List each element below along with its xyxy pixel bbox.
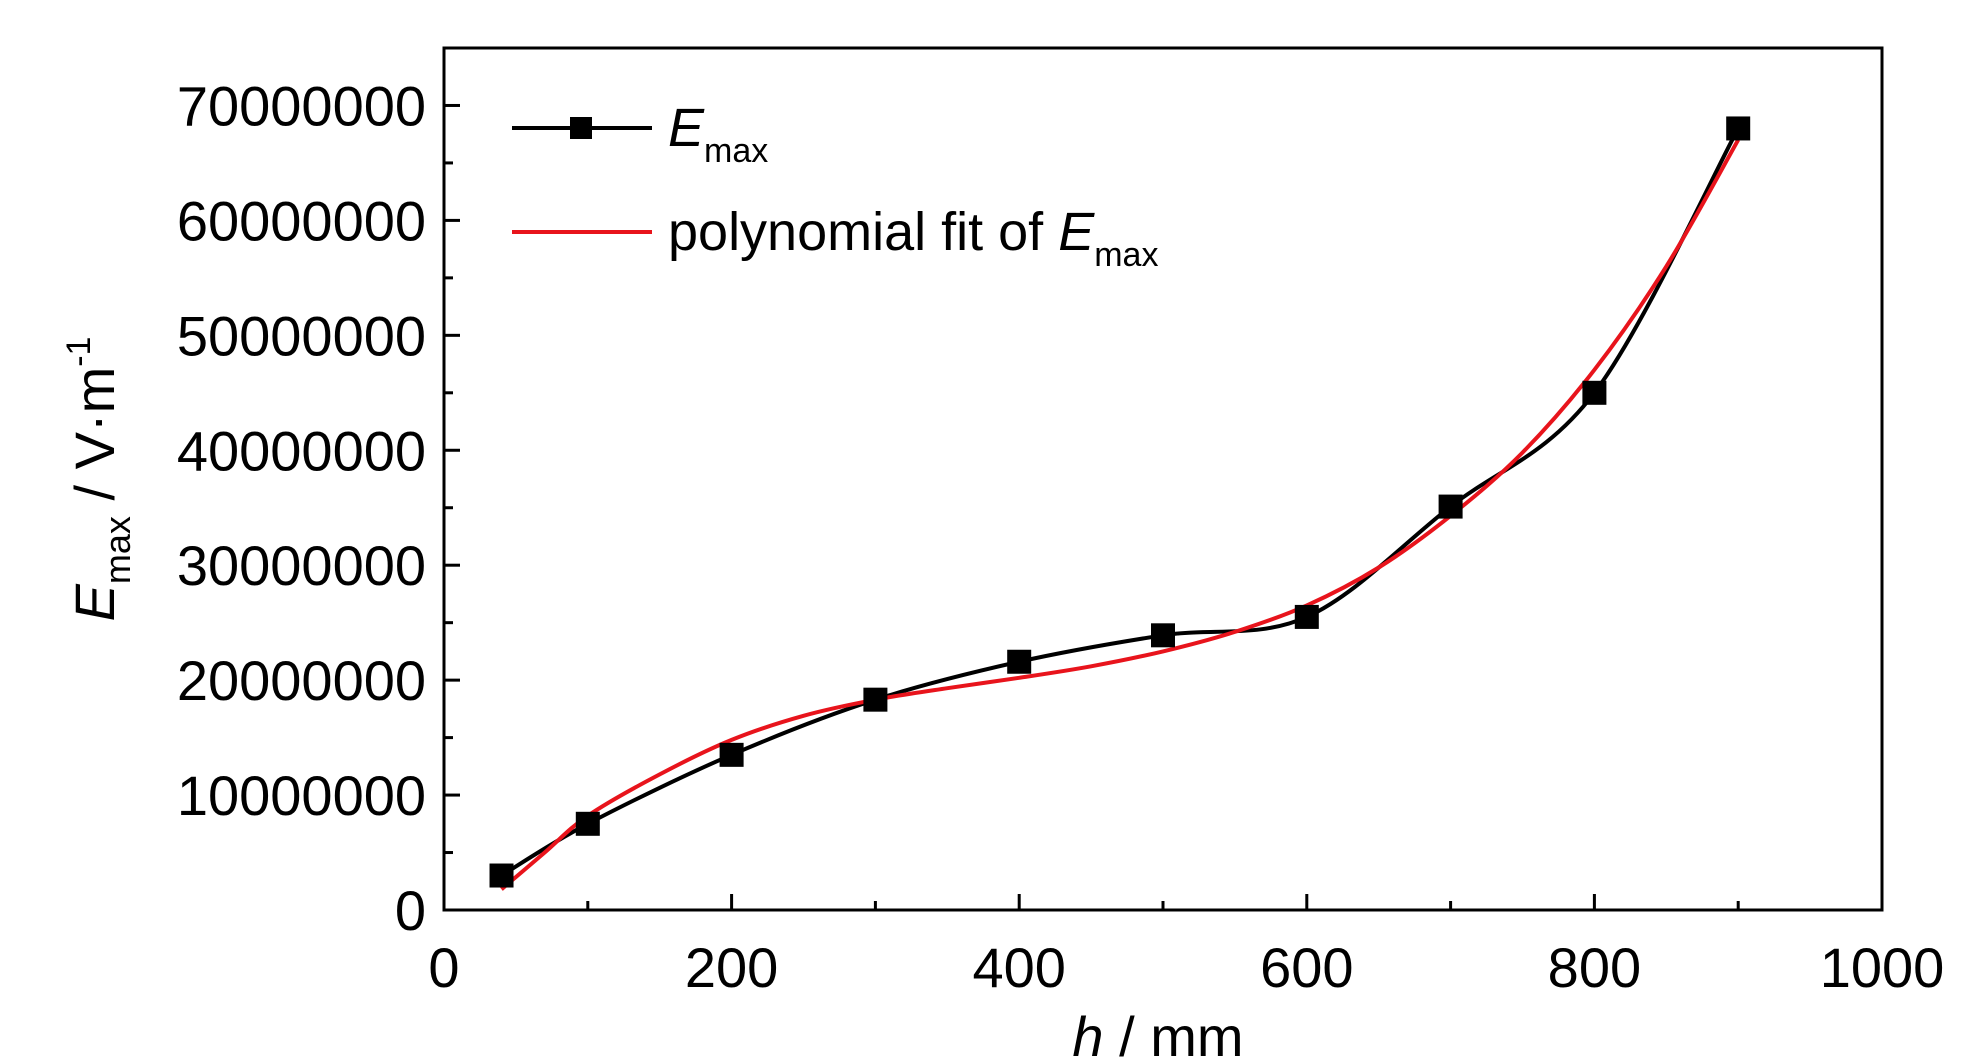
legend-emax-marker bbox=[570, 117, 592, 139]
x-axis-label-rest: / mm bbox=[1104, 1005, 1244, 1063]
x-axis: 0 200 400 600 800 1000 bbox=[428, 936, 1944, 999]
series-emax-marker bbox=[1294, 604, 1319, 629]
y-axis-label-sub: max bbox=[97, 516, 138, 584]
y-axis-label-sup: -1 bbox=[60, 337, 98, 367]
y-axis-label-rest: / V·m bbox=[63, 367, 126, 516]
y-tick-label: 10000000 bbox=[177, 764, 426, 827]
series-emax-line bbox=[500, 127, 1740, 878]
series-emax-marker bbox=[1007, 649, 1032, 674]
y-axis-label-var: E bbox=[63, 583, 126, 621]
series-layer bbox=[489, 116, 1751, 891]
x-tick-label: 400 bbox=[972, 936, 1065, 999]
x-tick-label: 1000 bbox=[1820, 936, 1945, 999]
axis-ticks bbox=[442, 103, 1884, 912]
legend-fit-var: E bbox=[1058, 202, 1095, 262]
y-tick-label: 40000000 bbox=[177, 419, 426, 482]
x-axis-label-var: h bbox=[1072, 1005, 1103, 1063]
y-axis-label: Emax / V·m-1 bbox=[60, 337, 138, 622]
y-tick-label: 50000000 bbox=[177, 304, 426, 367]
y-tick-label: 30000000 bbox=[177, 534, 426, 597]
x-tick-label: 200 bbox=[685, 936, 778, 999]
legend-emax-var: E bbox=[668, 98, 705, 158]
legend-item-emax: Emax bbox=[512, 98, 768, 170]
series-emax-marker bbox=[575, 811, 600, 836]
series-fit-line bbox=[500, 138, 1740, 891]
y-tick-label: 0 bbox=[395, 879, 426, 942]
series-emax-marker bbox=[489, 863, 514, 888]
legend-fit-prefix: polynomial fit of bbox=[668, 202, 1058, 262]
legend-fit-label: polynomial fit of Emax bbox=[668, 202, 1158, 274]
plot-area bbox=[442, 46, 1884, 912]
legend-item-fit: polynomial fit of Emax bbox=[512, 202, 1158, 274]
y-axis: 0 10000000 20000000 30000000 40000000 5000000… bbox=[177, 74, 426, 942]
x-tick-label: 800 bbox=[1548, 936, 1641, 999]
series-emax-marker bbox=[1151, 623, 1175, 648]
x-axis-label: h / mm bbox=[1072, 1005, 1243, 1063]
y-tick-label: 60000000 bbox=[177, 189, 426, 252]
legend-fit-sub: max bbox=[1094, 236, 1158, 274]
plot-frame bbox=[442, 46, 1884, 912]
legend-emax-label: Emax bbox=[668, 98, 768, 170]
x-tick-label: 600 bbox=[1260, 936, 1353, 999]
series-emax-marker bbox=[1582, 380, 1607, 405]
y-tick-label: 20000000 bbox=[177, 649, 426, 712]
series-emax-marker bbox=[1438, 494, 1463, 519]
legend: Emax polynomial fit of Emax bbox=[512, 98, 1158, 274]
series-emax-marker bbox=[1726, 116, 1751, 141]
series-emax-marker bbox=[719, 742, 744, 767]
legend-emax-sub: max bbox=[704, 132, 768, 170]
series-emax-marker bbox=[863, 687, 888, 712]
x-tick-label: 0 bbox=[428, 936, 459, 999]
y-tick-label: 70000000 bbox=[177, 74, 426, 137]
